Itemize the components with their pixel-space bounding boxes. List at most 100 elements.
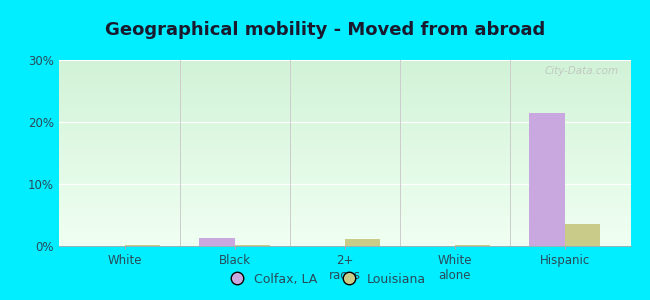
Bar [58, 77, 630, 79]
Bar [58, 216, 630, 218]
Bar [58, 222, 630, 224]
Bar [125, 245, 160, 246]
Bar [58, 205, 630, 207]
Bar [58, 209, 630, 211]
Bar [58, 127, 630, 129]
Bar [58, 151, 630, 153]
Bar [344, 238, 380, 246]
Bar [58, 175, 630, 177]
Bar [58, 173, 630, 175]
Bar [58, 116, 630, 118]
Bar [58, 194, 630, 196]
Bar [58, 80, 630, 82]
Bar [58, 196, 630, 198]
Bar [58, 149, 630, 151]
Text: Geographical mobility - Moved from abroad: Geographical mobility - Moved from abroa… [105, 21, 545, 39]
Bar [58, 103, 630, 105]
Bar [58, 138, 630, 140]
Bar [58, 181, 630, 183]
Bar [58, 183, 630, 184]
Bar [200, 238, 235, 246]
Bar [58, 88, 630, 90]
Bar [58, 123, 630, 125]
Bar [58, 68, 630, 69]
Bar [58, 131, 630, 133]
Bar [58, 214, 630, 216]
Bar [58, 140, 630, 142]
Bar [58, 166, 630, 168]
Bar [58, 218, 630, 220]
Bar [58, 133, 630, 134]
Bar [58, 227, 630, 229]
Bar [58, 238, 630, 240]
Bar [58, 235, 630, 237]
Bar [529, 113, 564, 246]
Legend: Colfax, LA, Louisiana: Colfax, LA, Louisiana [220, 268, 430, 291]
Bar [454, 245, 489, 246]
Bar [58, 82, 630, 84]
Bar [58, 231, 630, 233]
Bar [58, 153, 630, 155]
Bar [58, 170, 630, 172]
Bar [58, 125, 630, 127]
Bar [58, 129, 630, 131]
Bar [58, 112, 630, 114]
Bar [58, 201, 630, 203]
Bar [58, 220, 630, 222]
Bar [58, 79, 630, 80]
Bar [58, 190, 630, 192]
Bar [58, 172, 630, 173]
Bar [58, 62, 630, 64]
Bar [58, 168, 630, 170]
Bar [58, 75, 630, 77]
Bar [58, 90, 630, 92]
Bar [58, 179, 630, 181]
Bar [58, 99, 630, 101]
Bar [58, 66, 630, 68]
Bar [58, 60, 630, 62]
Bar [58, 146, 630, 147]
Bar [58, 187, 630, 188]
Bar [58, 147, 630, 149]
Bar [58, 188, 630, 190]
Bar [58, 86, 630, 88]
Bar [58, 192, 630, 194]
Bar [58, 110, 630, 112]
Bar [58, 160, 630, 162]
Bar [58, 200, 630, 201]
Bar [58, 95, 630, 97]
Bar [58, 142, 630, 144]
Bar [58, 122, 630, 123]
Bar [58, 101, 630, 103]
Bar [58, 114, 630, 116]
Bar [58, 134, 630, 136]
Bar [58, 97, 630, 99]
Bar [58, 198, 630, 200]
Bar [58, 144, 630, 146]
Bar [58, 119, 630, 122]
Bar [58, 177, 630, 179]
Bar [58, 159, 630, 161]
Bar [58, 105, 630, 106]
Bar [235, 245, 270, 246]
Bar [58, 155, 630, 157]
Bar [58, 162, 630, 164]
Bar [58, 244, 630, 246]
Bar [58, 203, 630, 205]
Bar [58, 240, 630, 242]
Bar [58, 94, 630, 95]
Bar [58, 212, 630, 214]
Bar [58, 184, 630, 187]
Bar [58, 118, 630, 119]
Bar [58, 229, 630, 231]
Bar [58, 69, 630, 71]
Bar [58, 211, 630, 212]
Bar [58, 164, 630, 166]
Bar [58, 73, 630, 75]
Bar [58, 207, 630, 209]
Bar [58, 224, 630, 226]
Bar [58, 92, 630, 94]
Bar [58, 237, 630, 239]
Bar [58, 233, 630, 235]
Bar [564, 224, 600, 246]
